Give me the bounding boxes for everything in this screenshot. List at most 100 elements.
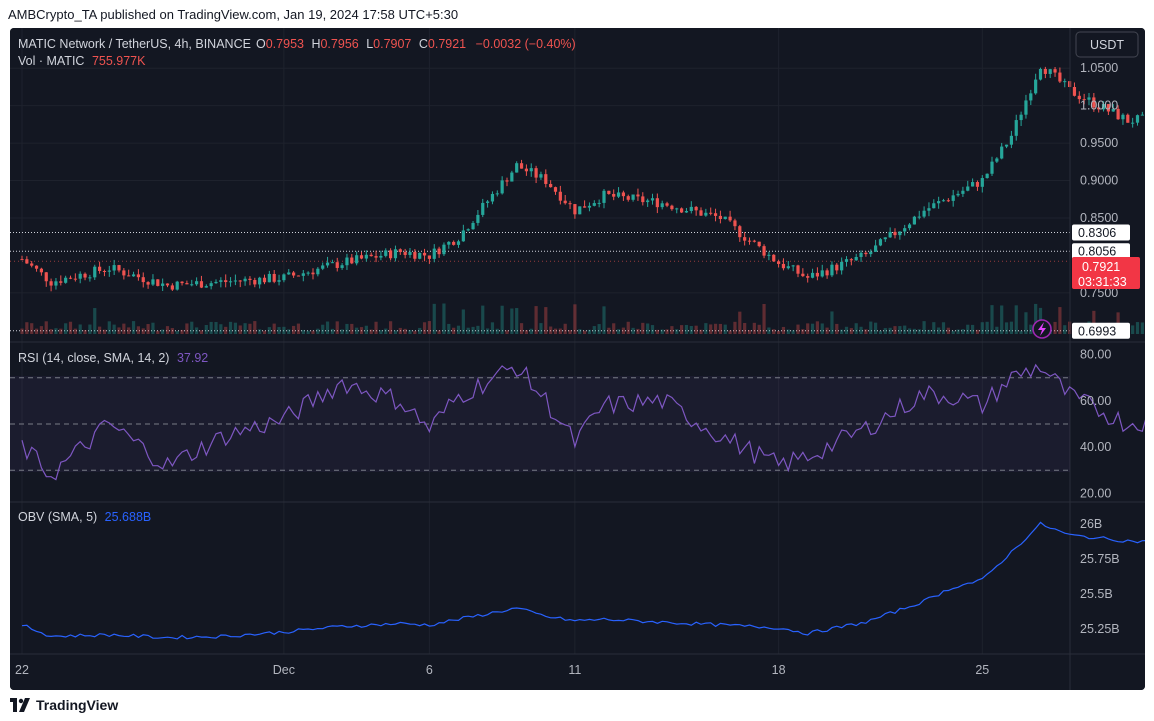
chart-svg[interactable]: MATIC Network / TetherUS, 4h, BINANCE O0… — [10, 28, 1145, 690]
volume-bar — [248, 323, 252, 334]
candle-body — [437, 248, 441, 255]
candle-body — [59, 281, 63, 283]
obv-tick-label: 25.25B — [1080, 622, 1120, 636]
candle-body — [655, 198, 659, 208]
volume-bar — [883, 328, 887, 334]
candle-body — [393, 249, 398, 259]
candle-body — [141, 277, 145, 283]
candle-body — [413, 251, 417, 259]
candle-body — [161, 283, 165, 286]
volume-bar — [670, 326, 674, 334]
volume-bar — [917, 329, 921, 334]
volume-bar — [980, 322, 984, 334]
currency-button[interactable]: USDT — [1075, 31, 1139, 58]
volume-bar — [112, 324, 116, 334]
volume-bar — [578, 329, 582, 334]
volume-bar — [510, 308, 514, 334]
candle-body — [68, 277, 73, 279]
volume-bar — [306, 330, 310, 334]
volume-bar — [122, 323, 126, 334]
volume-bar — [471, 326, 475, 334]
candle-body — [262, 277, 267, 283]
tradingview-logo[interactable]: TradingView — [10, 697, 118, 713]
volume-bar — [253, 321, 257, 334]
candle-body — [88, 277, 92, 279]
chart-frame[interactable]: MATIC Network / TetherUS, 4h, BINANCE O0… — [10, 28, 1145, 690]
candle-body — [946, 200, 950, 202]
candle-body — [1131, 122, 1135, 124]
volume-bar — [34, 328, 39, 334]
time-tick-label: 11 — [568, 663, 581, 677]
time-tick-label: 25 — [975, 663, 989, 677]
rsi-tick-label: 60.00 — [1080, 394, 1111, 408]
volume-bar — [815, 321, 819, 334]
candle-body — [350, 257, 354, 264]
candle-body — [791, 265, 795, 267]
candle-body — [287, 272, 291, 275]
candle-body — [49, 281, 53, 286]
volume-bar — [335, 321, 339, 334]
volume-bar — [1135, 322, 1140, 334]
obv-axis: 26B 25.75B 25.5B 25.25B — [1080, 517, 1120, 636]
volume-bar — [64, 323, 68, 334]
volume-bar — [835, 323, 839, 334]
candle-body — [990, 161, 994, 174]
candle-body — [325, 262, 330, 266]
volume-bar — [107, 321, 111, 334]
time-axis[interactable]: 22Dec6111825202481520 — [15, 663, 1145, 677]
volume-bar — [946, 327, 950, 334]
obv-line[interactable] — [21, 521, 1145, 640]
obv-tick-label: 25.75B — [1080, 552, 1120, 566]
candle-body — [146, 282, 150, 285]
volume-bar — [83, 330, 87, 334]
volume-bar — [777, 330, 781, 334]
candle-body — [1072, 87, 1077, 96]
volume-bar — [321, 324, 325, 334]
obv-tick-label: 26B — [1080, 517, 1102, 531]
candle-body — [1135, 115, 1140, 123]
rsi-line[interactable] — [21, 363, 1145, 482]
volume-bar — [529, 328, 533, 334]
candle-body — [558, 191, 562, 201]
volume-bar — [340, 329, 344, 334]
candle-body — [408, 251, 412, 255]
volume-bar — [689, 325, 693, 334]
volume-bar — [616, 329, 621, 334]
candle-body — [553, 187, 558, 192]
volume-bar — [175, 330, 179, 334]
candle-body — [684, 211, 689, 213]
volume-bar — [1014, 305, 1018, 334]
volume-bar — [355, 327, 359, 334]
volume-bar — [1024, 312, 1028, 334]
candle-body — [713, 213, 718, 216]
candle-body — [534, 168, 538, 178]
candle-body — [747, 240, 752, 242]
candle-body — [1126, 114, 1130, 123]
price-axis[interactable]: 1.0500 1.0000 0.9500 0.9000 0.8500 0.7500 — [1080, 61, 1118, 300]
candle-body — [306, 272, 310, 274]
volume-bar — [330, 328, 334, 334]
volume-bar — [713, 323, 718, 334]
volume-bar — [195, 327, 199, 334]
volume-bar — [190, 321, 194, 334]
volume-bar — [544, 307, 548, 334]
candle-body — [568, 203, 572, 205]
legend-c-label: C — [419, 37, 428, 51]
candle-body — [767, 254, 771, 256]
volume-bar — [39, 326, 43, 334]
volume-bar — [849, 328, 853, 334]
candle-body — [883, 237, 887, 240]
volume-bar — [840, 329, 844, 334]
volume-bar — [684, 324, 689, 334]
volume-bar — [228, 321, 233, 334]
candle-body — [844, 259, 849, 262]
candle-body — [277, 280, 281, 282]
volume-bar — [583, 330, 587, 334]
candle-body — [486, 201, 490, 203]
lightning-icon[interactable] — [1032, 319, 1052, 339]
obv-value: 25.688B — [105, 510, 152, 524]
volume-bar — [786, 329, 790, 334]
candle-body — [335, 262, 339, 268]
candle-body — [1140, 114, 1144, 116]
publisher-bar: AMBCrypto_TA published on TradingView.co… — [0, 0, 1154, 28]
